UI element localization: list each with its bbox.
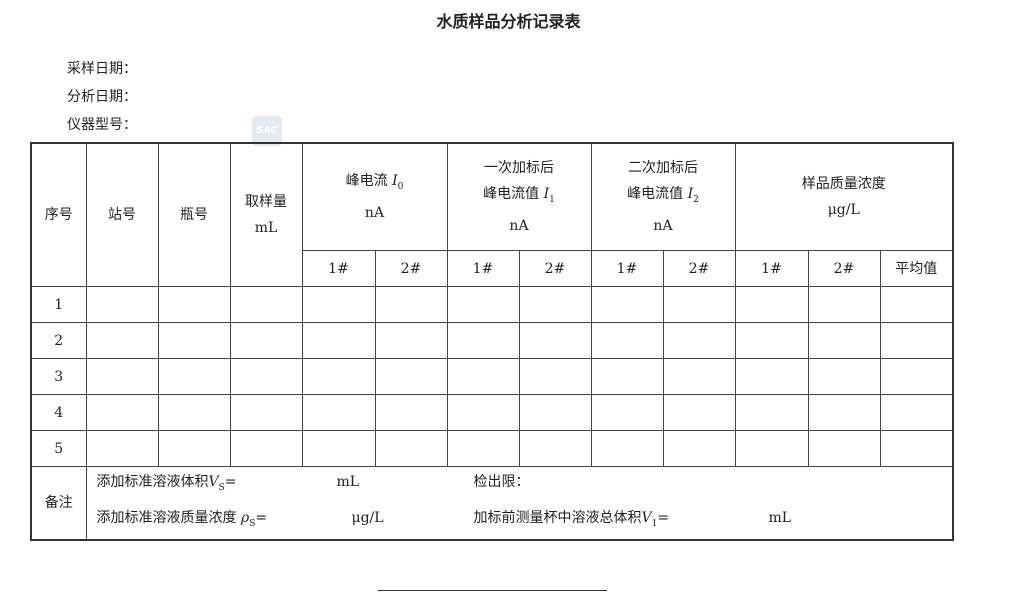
data-cell[interactable]	[374, 430, 448, 467]
data-cell[interactable]	[807, 394, 881, 431]
data-cell[interactable]	[879, 358, 954, 395]
data-cell[interactable]	[518, 430, 592, 467]
data-cell[interactable]	[662, 358, 736, 395]
data-cell[interactable]	[229, 394, 303, 431]
sub-avg: 平均值	[879, 250, 954, 287]
data-cell[interactable]	[301, 394, 376, 431]
remarks-label: 备注	[30, 465, 87, 541]
row-number: 2	[30, 322, 87, 359]
data-cell[interactable]	[807, 358, 881, 395]
header-conc: 样品质量浓度 μg/L	[734, 142, 954, 251]
data-cell[interactable]	[85, 430, 159, 467]
data-cell[interactable]	[157, 358, 231, 395]
data-cell[interactable]	[518, 322, 592, 359]
sub-1: 1#	[446, 250, 520, 287]
data-cell[interactable]	[879, 322, 954, 359]
data-cell[interactable]	[518, 358, 592, 395]
data-cell[interactable]	[734, 394, 809, 431]
table-row: 2	[30, 322, 954, 359]
row-number: 4	[30, 394, 87, 431]
data-cell[interactable]	[734, 430, 809, 467]
data-cell[interactable]	[85, 286, 159, 323]
table-row: 4	[30, 394, 954, 431]
data-cell[interactable]	[446, 430, 520, 467]
data-cell[interactable]	[301, 286, 376, 323]
data-cell[interactable]	[518, 394, 592, 431]
data-cell[interactable]	[229, 430, 303, 467]
data-cell[interactable]	[229, 322, 303, 359]
data-cell[interactable]	[157, 322, 231, 359]
data-cell[interactable]	[590, 322, 664, 359]
instrument-model-label: 仪器型号：	[67, 117, 137, 133]
data-cell[interactable]	[374, 394, 448, 431]
header-bottle: 瓶号	[157, 142, 231, 287]
header-i1: 一次加标后 峰电流值 I1 nA	[446, 142, 592, 251]
table-row: 3	[30, 358, 954, 395]
sub-2: 2#	[662, 250, 736, 287]
data-cell[interactable]	[85, 394, 159, 431]
data-cell[interactable]	[734, 358, 809, 395]
data-cell[interactable]	[301, 358, 376, 395]
sub-2: 2#	[518, 250, 592, 287]
data-cell[interactable]	[662, 322, 736, 359]
sub-1: 1#	[590, 250, 664, 287]
header-i2: 二次加标后 峰电流值 I2 nA	[590, 142, 736, 251]
sub-1: 1#	[734, 250, 809, 287]
data-cell[interactable]	[374, 322, 448, 359]
data-cell[interactable]	[662, 430, 736, 467]
sub-2: 2#	[807, 250, 881, 287]
data-cell[interactable]	[374, 286, 448, 323]
header-i0: 峰电流 I0 nA	[301, 142, 448, 251]
header-seq: 序号	[30, 142, 87, 287]
sub-2: 2#	[374, 250, 448, 287]
data-cell[interactable]	[734, 286, 809, 323]
data-cell[interactable]	[301, 430, 376, 467]
data-cell[interactable]	[446, 322, 520, 359]
data-cell[interactable]	[879, 394, 954, 431]
data-cell[interactable]	[85, 322, 159, 359]
data-cell[interactable]	[879, 286, 954, 323]
data-cell[interactable]	[807, 430, 881, 467]
data-cell[interactable]	[301, 322, 376, 359]
row-number: 1	[30, 286, 87, 323]
data-cell[interactable]	[229, 358, 303, 395]
watermark-logo: SAC	[252, 116, 282, 146]
data-cell[interactable]	[157, 430, 231, 467]
data-cell[interactable]	[734, 322, 809, 359]
sampling-date-label: 采样日期：	[67, 61, 137, 77]
header-volume: 取样量 mL	[229, 142, 303, 287]
data-cell[interactable]	[518, 286, 592, 323]
footer-rule	[378, 590, 607, 591]
data-cell[interactable]	[590, 358, 664, 395]
table-row: 1	[30, 286, 954, 323]
data-cell[interactable]	[229, 286, 303, 323]
data-cell[interactable]	[85, 358, 159, 395]
data-cell[interactable]	[807, 286, 881, 323]
data-cell[interactable]	[374, 358, 448, 395]
data-cell[interactable]	[662, 286, 736, 323]
data-cell[interactable]	[662, 394, 736, 431]
data-cell[interactable]	[590, 430, 664, 467]
data-cell[interactable]	[157, 286, 231, 323]
data-cell[interactable]	[157, 394, 231, 431]
row-number: 5	[30, 430, 87, 467]
data-cell[interactable]	[807, 322, 881, 359]
data-cell[interactable]	[446, 286, 520, 323]
analysis-date-label: 分析日期：	[67, 89, 137, 105]
page-title: 水质样品分析记录表	[436, 12, 581, 31]
data-cell[interactable]	[590, 394, 664, 431]
data-cell[interactable]	[879, 430, 954, 467]
header-station: 站号	[85, 142, 159, 287]
row-number: 3	[30, 358, 87, 395]
data-cell[interactable]	[446, 394, 520, 431]
data-cell[interactable]	[590, 286, 664, 323]
remarks-content: 添加标准溶液体积VS= mL 检出限： 添加标准溶液质量浓度 ρS= μg/L …	[85, 465, 954, 541]
record-table: 序号 站号 瓶号 取样量 mL 峰电流 I0 nA 一次加标后 峰电流值 I1 nA 二…	[30, 142, 954, 541]
data-cell[interactable]	[446, 358, 520, 395]
sub-1: 1#	[301, 250, 376, 287]
table-row: 5	[30, 430, 954, 467]
